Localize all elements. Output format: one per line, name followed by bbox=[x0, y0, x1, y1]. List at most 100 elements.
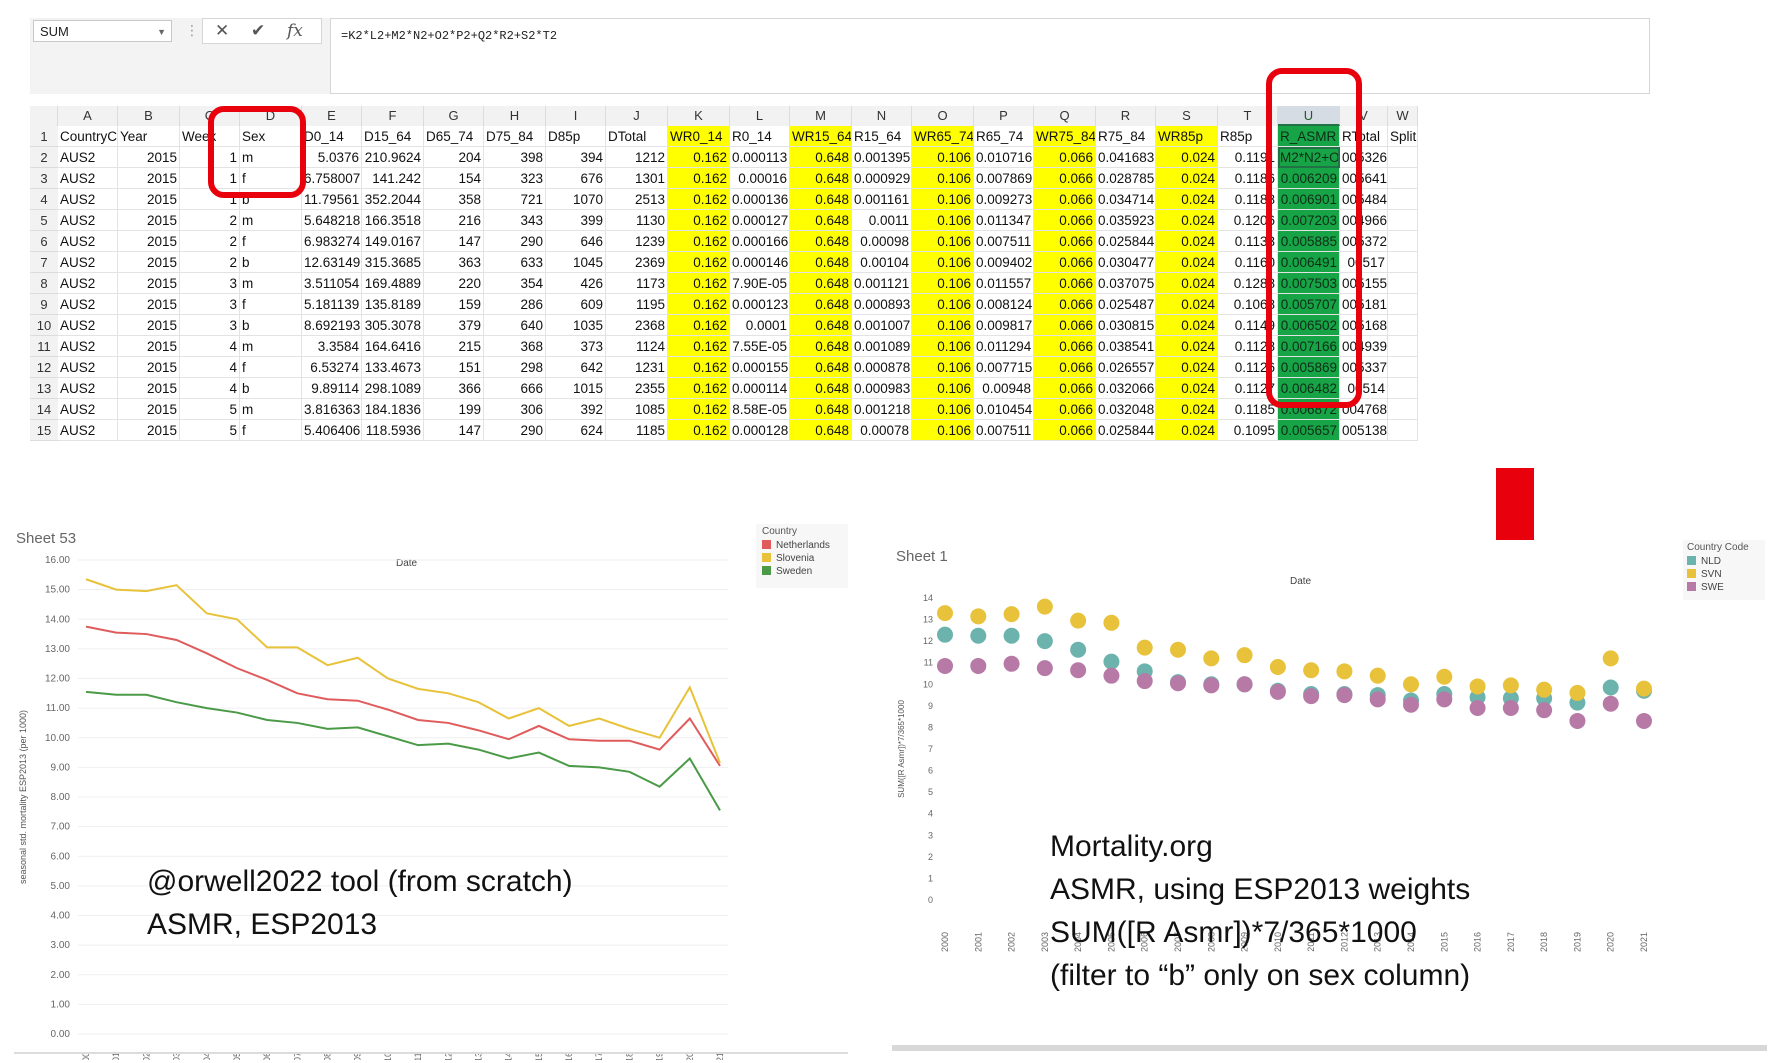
table-cell[interactable]: 0.005869 bbox=[1278, 357, 1340, 378]
column-title-cell[interactable]: WR75_84 bbox=[1034, 126, 1096, 147]
table-cell[interactable] bbox=[1388, 210, 1418, 231]
table-cell[interactable]: 2015 bbox=[118, 336, 180, 357]
table-cell[interactable]: 0.024 bbox=[1156, 252, 1218, 273]
table-cell[interactable]: 5.648218 bbox=[302, 210, 362, 231]
table-cell[interactable]: 0.162 bbox=[668, 189, 730, 210]
table-cell[interactable]: 0.001395 bbox=[852, 147, 912, 168]
table-cell[interactable]: 721 bbox=[484, 189, 546, 210]
enter-icon[interactable]: ✔ bbox=[251, 21, 266, 40]
table-cell[interactable]: 2015 bbox=[118, 231, 180, 252]
table-cell[interactable]: 0.00078 bbox=[852, 420, 912, 441]
table-cell[interactable]: 426 bbox=[546, 273, 606, 294]
table-cell[interactable]: 0.106 bbox=[912, 147, 974, 168]
more-options-icon[interactable]: ⋮ bbox=[185, 22, 199, 38]
column-title-cell[interactable]: WR65_74 bbox=[912, 126, 974, 147]
table-cell[interactable]: f bbox=[240, 231, 302, 252]
table-cell[interactable]: 2015 bbox=[118, 252, 180, 273]
table-cell[interactable]: AUS2 bbox=[58, 189, 118, 210]
column-title-cell[interactable]: WR15_64 bbox=[790, 126, 852, 147]
table-cell[interactable]: 0.106 bbox=[912, 273, 974, 294]
table-cell[interactable]: 3.3584 bbox=[302, 336, 362, 357]
table-cell[interactable]: 8.692193 bbox=[302, 315, 362, 336]
row-header-13[interactable]: 13 bbox=[30, 378, 58, 399]
table-cell[interactable]: 0.0011 bbox=[852, 210, 912, 231]
table-cell[interactable] bbox=[1388, 252, 1418, 273]
table-cell[interactable]: 0.041683 bbox=[1096, 147, 1156, 168]
table-cell[interactable]: 286 bbox=[484, 294, 546, 315]
table-cell[interactable]: 1173 bbox=[606, 273, 668, 294]
table-cell[interactable]: 0.1185 bbox=[1218, 399, 1278, 420]
table-cell[interactable]: 0.106 bbox=[912, 420, 974, 441]
table-cell[interactable]: 004966 bbox=[1340, 210, 1388, 231]
table-cell[interactable]: 366 bbox=[424, 378, 484, 399]
table-cell[interactable]: 2368 bbox=[606, 315, 668, 336]
table-cell[interactable]: 0.066 bbox=[1034, 294, 1096, 315]
column-title-cell[interactable]: D15_64 bbox=[362, 126, 424, 147]
table-cell[interactable]: 0.011294 bbox=[974, 336, 1034, 357]
table-cell[interactable]: 0.648 bbox=[790, 273, 852, 294]
table-cell[interactable]: AUS2 bbox=[58, 420, 118, 441]
table-cell[interactable]: 0.006901 bbox=[1278, 189, 1340, 210]
table-cell[interactable]: f bbox=[240, 357, 302, 378]
table-cell[interactable]: 0.010716 bbox=[974, 147, 1034, 168]
table-cell[interactable]: b bbox=[240, 252, 302, 273]
table-cell[interactable]: 315.3685 bbox=[362, 252, 424, 273]
table-cell[interactable]: 290 bbox=[484, 231, 546, 252]
table-cell[interactable]: 135.8189 bbox=[362, 294, 424, 315]
table-cell[interactable]: 0.162 bbox=[668, 168, 730, 189]
table-cell[interactable]: 0.000929 bbox=[852, 168, 912, 189]
table-cell[interactable]: 343 bbox=[484, 210, 546, 231]
table-cell[interactable]: 2015 bbox=[118, 273, 180, 294]
table-cell[interactable]: 2 bbox=[180, 210, 240, 231]
table-cell[interactable]: 0.009402 bbox=[974, 252, 1034, 273]
table-cell[interactable]: 323 bbox=[484, 168, 546, 189]
table-cell[interactable]: 005138 bbox=[1340, 420, 1388, 441]
column-title-cell[interactable]: R85p bbox=[1218, 126, 1278, 147]
column-header-o[interactable]: O bbox=[912, 106, 974, 126]
row-header-5[interactable]: 5 bbox=[30, 210, 58, 231]
table-cell[interactable]: 1085 bbox=[606, 399, 668, 420]
column-header-m[interactable]: M bbox=[790, 106, 852, 126]
column-title-cell[interactable]: R_ASMR bbox=[1278, 126, 1340, 147]
table-cell[interactable]: AUS2 bbox=[58, 210, 118, 231]
table-cell[interactable]: 0.0001 bbox=[730, 315, 790, 336]
table-cell[interactable]: 164.6416 bbox=[362, 336, 424, 357]
table-cell[interactable]: 147 bbox=[424, 420, 484, 441]
table-cell[interactable]: m bbox=[240, 336, 302, 357]
table-cell[interactable]: 0.1149 bbox=[1218, 315, 1278, 336]
table-cell[interactable]: 0.007511 bbox=[974, 420, 1034, 441]
column-header-a[interactable]: A bbox=[58, 106, 118, 126]
table-cell[interactable]: AUS2 bbox=[58, 378, 118, 399]
table-cell[interactable]: 0.026557 bbox=[1096, 357, 1156, 378]
table-cell[interactable]: 0.010454 bbox=[974, 399, 1034, 420]
table-cell[interactable]: 0.006491 bbox=[1278, 252, 1340, 273]
table-cell[interactable]: 1124 bbox=[606, 336, 668, 357]
table-cell[interactable]: 0.648 bbox=[790, 378, 852, 399]
row-header-7[interactable]: 7 bbox=[30, 252, 58, 273]
table-cell[interactable]: AUS2 bbox=[58, 357, 118, 378]
table-cell[interactable]: 0.1128 bbox=[1218, 336, 1278, 357]
table-cell[interactable]: 0.066 bbox=[1034, 357, 1096, 378]
table-cell[interactable]: 373 bbox=[546, 336, 606, 357]
table-cell[interactable]: 0.1186 bbox=[1218, 168, 1278, 189]
table-cell[interactable]: 0.025844 bbox=[1096, 231, 1156, 252]
table-cell[interactable]: 0.00016 bbox=[730, 168, 790, 189]
table-cell[interactable]: 0.005885 bbox=[1278, 231, 1340, 252]
row-header-2[interactable]: 2 bbox=[30, 147, 58, 168]
table-cell[interactable]: 363 bbox=[424, 252, 484, 273]
table-cell[interactable]: 184.1836 bbox=[362, 399, 424, 420]
table-cell[interactable]: 0.005657 bbox=[1278, 420, 1340, 441]
table-cell[interactable]: 1035 bbox=[546, 315, 606, 336]
table-cell[interactable]: 0.1133 bbox=[1218, 231, 1278, 252]
column-header-f[interactable]: F bbox=[362, 106, 424, 126]
table-cell[interactable]: 1212 bbox=[606, 147, 668, 168]
table-cell[interactable]: 154 bbox=[424, 168, 484, 189]
table-cell[interactable]: 0.648 bbox=[790, 189, 852, 210]
column-title-cell[interactable]: R0_14 bbox=[730, 126, 790, 147]
column-header-k[interactable]: K bbox=[668, 106, 730, 126]
table-cell[interactable]: 0.011557 bbox=[974, 273, 1034, 294]
table-cell[interactable]: 0.000123 bbox=[730, 294, 790, 315]
table-cell[interactable]: 640 bbox=[484, 315, 546, 336]
column-header-v[interactable]: V bbox=[1340, 106, 1388, 126]
